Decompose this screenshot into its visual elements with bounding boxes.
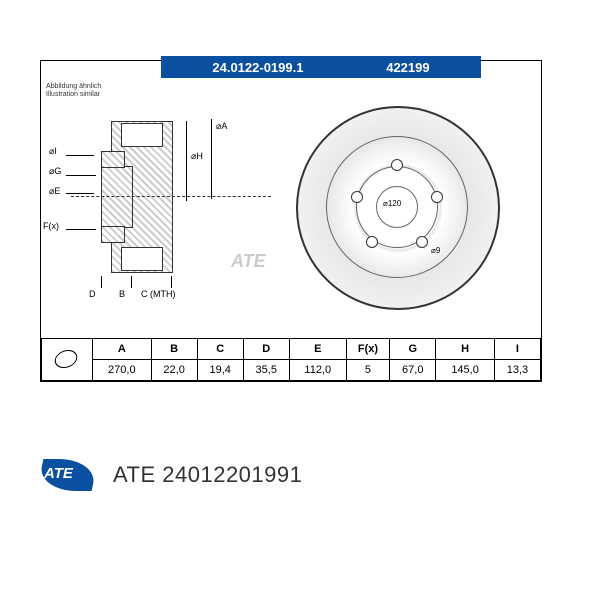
note-de: Abbildung ähnlich (46, 83, 101, 91)
arrow-I (66, 155, 94, 156)
dim-E: ⌀E (49, 186, 60, 197)
th-E: E (289, 339, 346, 360)
td-B: 22,0 (151, 360, 197, 381)
th-G: G (390, 339, 436, 360)
th-B: B (151, 339, 197, 360)
dim-G: ⌀G (49, 166, 61, 177)
bolt-hole (351, 191, 363, 203)
centerline (71, 196, 271, 197)
vent-channel-top (121, 123, 163, 147)
disc-icon (55, 348, 79, 368)
dim-A: ⌀A (216, 121, 227, 132)
note-en: Illustration similar (46, 91, 101, 99)
dim-C: C (MTH) (141, 289, 176, 299)
td-H: 145,0 (436, 360, 495, 381)
td-I: 13,3 (494, 360, 540, 381)
part-number-short: 422199 (386, 60, 429, 75)
td-A: 270,0 (93, 360, 152, 381)
td-G: 67,0 (390, 360, 436, 381)
bolt-dia-label: ⌀9 (431, 246, 440, 255)
bolt-hole (391, 159, 403, 171)
cross-section-view: ⌀I ⌀G ⌀E F(x) B D C (MTH) ⌀H ⌀A (71, 111, 221, 291)
th-H: H (436, 339, 495, 360)
dim-I: ⌀I (49, 146, 57, 157)
bolt-circle-label: ⌀120 (383, 199, 401, 208)
arrow-H (186, 121, 187, 201)
arrow-G (66, 175, 96, 176)
title-bar: 24.0122-0199.1 422199 (161, 56, 481, 78)
table-header-row: A B C D E F(x) G H I (42, 339, 541, 360)
td-D: 35,5 (243, 360, 289, 381)
ate-logo-text: ATE (44, 465, 73, 482)
arrow-B1 (131, 276, 132, 288)
hub-flange-bottom (101, 226, 125, 243)
bolt-hole (431, 191, 443, 203)
ate-logo: ATE (40, 455, 95, 495)
th-I: I (494, 339, 540, 360)
dim-D: D (89, 289, 96, 299)
arrow-F (66, 229, 96, 230)
dim-B: B (119, 289, 125, 299)
arrow-D1 (101, 276, 102, 288)
th-D: D (243, 339, 289, 360)
ate-watermark: ATE (231, 251, 266, 272)
similarity-note: Abbildung ähnlich Illustration similar (46, 83, 101, 98)
arrow-C1 (171, 276, 172, 288)
th-F: F(x) (346, 339, 389, 360)
part-number-full: 24.0122-0199.1 (212, 60, 303, 75)
bolt-hole (366, 236, 378, 248)
th-A: A (93, 339, 152, 360)
dim-F: F(x) (43, 221, 59, 231)
diagram-frame: 24.0122-0199.1 422199 Abbildung ähnlich … (40, 60, 542, 382)
dimension-table: A B C D E F(x) G H I 270,0 22,0 19,4 35,… (41, 338, 541, 381)
disc-icon-cell (42, 339, 93, 381)
arrow-E (66, 193, 94, 194)
arrow-A (211, 119, 212, 199)
td-F: 5 (346, 360, 389, 381)
table-value-row: 270,0 22,0 19,4 35,5 112,0 5 67,0 145,0 … (42, 360, 541, 381)
bolt-hole (416, 236, 428, 248)
td-E: 112,0 (289, 360, 346, 381)
hub-flange-top (101, 151, 125, 168)
drawing-area: ⌀I ⌀G ⌀E F(x) B D C (MTH) ⌀H ⌀A (41, 101, 541, 321)
th-C: C (197, 339, 243, 360)
bottom-bar: ATE ATE 24012201991 (40, 455, 540, 495)
part-code-text: ATE 24012201991 (113, 462, 302, 488)
dim-H: ⌀H (191, 151, 203, 162)
vent-channel-bottom (121, 247, 163, 271)
front-view: ⌀120 ⌀9 (291, 101, 501, 311)
hub-profile (101, 166, 133, 228)
td-C: 19,4 (197, 360, 243, 381)
